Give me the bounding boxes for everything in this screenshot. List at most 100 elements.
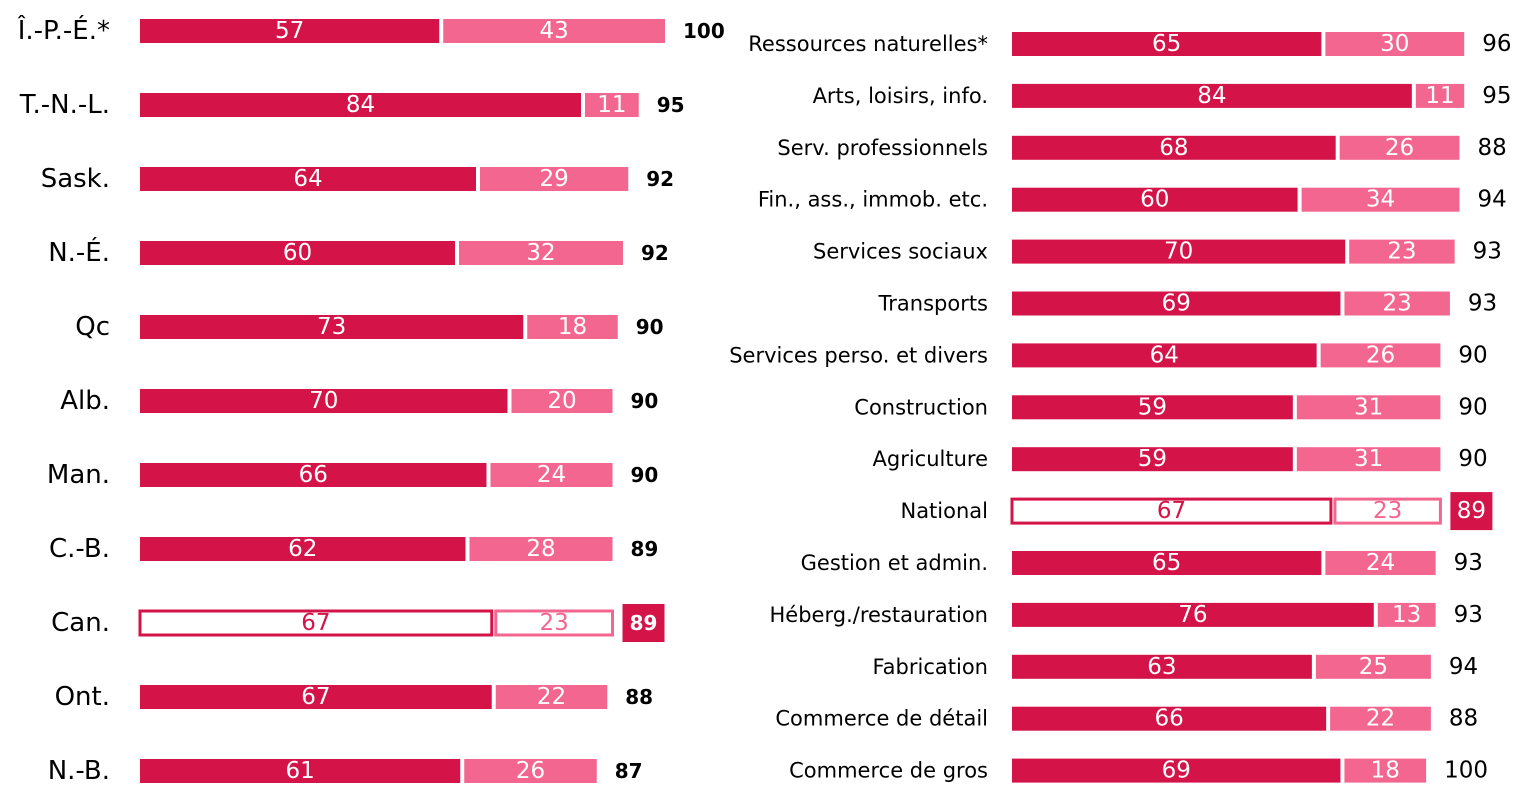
bar-segment (1315, 654, 1431, 679)
bar-segment (1012, 32, 1322, 56)
bar-segment (495, 685, 608, 709)
segment-label: 76 (1178, 602, 1207, 628)
bar-segment (1012, 551, 1322, 575)
total-box (622, 604, 665, 642)
bar-segment (140, 315, 524, 339)
bar-segment (140, 241, 455, 265)
total-label: 93 (1468, 291, 1497, 317)
segment-label: 64 (1150, 342, 1179, 368)
bar-segment (138, 609, 494, 637)
segment-label: 24 (537, 462, 566, 488)
category-label: Commerce de détail (775, 707, 988, 731)
segment-label: 84 (1197, 83, 1226, 109)
category-label: T.-N.-L. (19, 90, 110, 120)
category-label: Alb. (60, 386, 110, 416)
bar-segment (1012, 239, 1346, 264)
segment-label: 26 (1366, 342, 1395, 368)
segment-label: 65 (1152, 550, 1181, 576)
category-label: Can. (51, 608, 110, 638)
segment-label: 31 (1354, 446, 1383, 472)
bar-segment (1012, 343, 1317, 368)
bar-segment (140, 685, 492, 709)
bar-segment (1010, 497, 1333, 525)
category-label: Ressources naturelles* (748, 32, 988, 56)
segment-label: 60 (1140, 187, 1169, 213)
category-label: Gestion et admin. (801, 551, 988, 575)
segment-label: 24 (1366, 550, 1395, 576)
segment-label: 64 (293, 166, 322, 192)
total-label: 92 (641, 241, 669, 265)
segment-label: 32 (526, 240, 555, 266)
bar-segment (1301, 187, 1460, 212)
category-label: National (900, 499, 988, 523)
bar-segment (511, 389, 613, 413)
total-label: 88 (1449, 706, 1478, 732)
segment-label: 57 (275, 18, 304, 44)
bar-segment (1012, 602, 1374, 627)
bar-segment (1012, 706, 1327, 731)
total-label: 94 (1449, 654, 1478, 680)
total-label: 89 (630, 611, 658, 635)
segment-label: 66 (299, 462, 328, 488)
category-label: Commerce de gros (789, 759, 988, 783)
category-label: Serv. professionnels (777, 136, 988, 160)
segment-label: 26 (1385, 135, 1414, 161)
category-label: Fabrication (873, 655, 988, 679)
total-label: 90 (631, 463, 659, 487)
segment-label: 23 (1383, 291, 1412, 317)
category-label: Héberg./restauration (770, 603, 988, 627)
total-label: 93 (1473, 239, 1502, 265)
category-label: C.-B. (49, 534, 110, 564)
bar-segment (1339, 135, 1460, 160)
total-label: 93 (1454, 602, 1483, 628)
bar-segment (490, 463, 613, 487)
bar-segment (1012, 654, 1312, 679)
segment-label: 73 (317, 314, 346, 340)
segment-label: 18 (558, 314, 587, 340)
bar-segment (140, 389, 508, 413)
segment-label: 59 (1138, 446, 1167, 472)
bar-segment (1012, 187, 1298, 212)
segment-label: 43 (539, 18, 568, 44)
total-label: 90 (631, 389, 659, 413)
segment-label: 20 (547, 388, 576, 414)
bar-segment (585, 93, 639, 117)
bar-segment (459, 241, 623, 265)
bar-segment (443, 19, 665, 43)
segment-label: 25 (1359, 654, 1388, 680)
total-label: 94 (1477, 187, 1506, 213)
bar-segment (1012, 758, 1341, 783)
bar-segment (1325, 32, 1465, 56)
bar-segment (140, 93, 581, 117)
bar-segment (1296, 395, 1441, 420)
segment-label: 23 (539, 610, 568, 636)
bar-segment (1012, 291, 1341, 316)
segment-label: 23 (1387, 239, 1416, 265)
bar-segment (1012, 83, 1412, 108)
total-label: 92 (646, 167, 674, 191)
bar-segment (1296, 447, 1441, 472)
segment-label: 84 (346, 92, 375, 118)
total-label: 100 (1444, 758, 1488, 784)
bar-segment (1377, 602, 1436, 627)
total-label: 88 (625, 685, 653, 709)
segment-label: 66 (1154, 706, 1183, 732)
bar-segment (1415, 83, 1465, 108)
bar-segment (1344, 291, 1450, 316)
category-label: Arts, loisirs, info. (813, 84, 988, 108)
bar-segment (140, 463, 487, 487)
category-label: Sask. (41, 164, 110, 194)
segment-label: 11 (1425, 83, 1454, 109)
total-label: 88 (1477, 135, 1506, 161)
category-label: Fin., ass., immob. etc. (758, 188, 988, 212)
segment-label: 22 (1366, 706, 1395, 732)
segment-label: 70 (309, 388, 338, 414)
bar-segment (1330, 706, 1431, 731)
category-label: Agriculture (873, 447, 989, 471)
bar-segment (140, 167, 476, 191)
segment-label: 61 (285, 758, 314, 784)
bar-segment (1012, 395, 1293, 420)
bar-segment (480, 167, 629, 191)
segment-label: 68 (1159, 135, 1188, 161)
